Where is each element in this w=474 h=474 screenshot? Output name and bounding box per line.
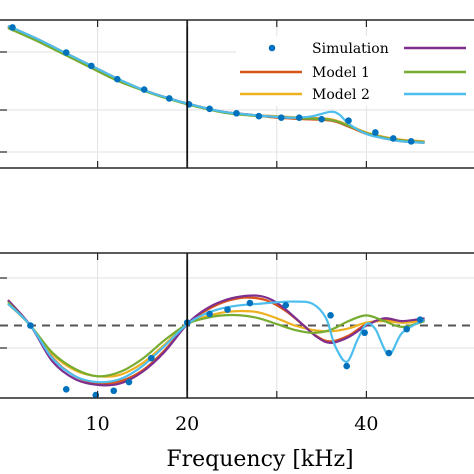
bot-series-line — [7, 294, 425, 387]
bottom-panel: 10 20 40 Frequency [kHz] — [0, 252, 474, 472]
bot-simulation-point — [343, 362, 350, 370]
x-tick-label: 10 — [86, 413, 110, 435]
bot-simulation-point — [403, 325, 411, 333]
top-simulation-point — [114, 75, 121, 83]
bottom-series — [0, 294, 474, 399]
x-tick-label: 20 — [175, 413, 199, 435]
x-axis-label: Frequency [kHz] — [166, 447, 353, 472]
legend-label: Model 1 — [312, 65, 370, 81]
legend-label: Simulation — [312, 41, 389, 57]
bot-series-line — [7, 301, 425, 378]
top-simulation-point — [255, 112, 263, 120]
legend: Simulation Model 1 Model 2 — [236, 36, 474, 106]
bottom-axes-frame — [0, 252, 474, 399]
bot-simulation-point — [27, 322, 34, 329]
bot-simulation-point — [282, 301, 290, 309]
bot-simulation-point — [224, 306, 231, 313]
top-simulation-point — [88, 62, 95, 70]
bot-series-line — [7, 300, 426, 384]
top-simulation-point — [62, 49, 70, 56]
top-simulation-point — [345, 117, 352, 124]
bot-simulation-point — [327, 312, 334, 319]
top-simulation-point — [165, 95, 173, 102]
top-simulation-point — [407, 138, 415, 145]
bot-simulation-point — [148, 354, 155, 362]
top-simulation-point — [277, 114, 285, 121]
top-simulation-point — [295, 114, 303, 121]
bot-simulation-point — [110, 387, 118, 395]
x-tick-label: 40 — [354, 413, 378, 435]
top-panel: Simulation Model 1 Model 2 — [0, 19, 474, 169]
top-simulation-point — [372, 129, 379, 136]
legend-label: Model 2 — [312, 87, 370, 103]
top-simulation-point — [318, 115, 325, 123]
top-simulation-point — [233, 109, 240, 117]
bot-simulation-point — [246, 299, 254, 307]
bot-simulation-point — [385, 349, 393, 357]
bot-simulation-point — [361, 329, 368, 337]
legend-marker-dot — [268, 44, 276, 52]
bot-simulation-point — [125, 378, 133, 386]
bot-simulation-point — [416, 316, 424, 324]
top-simulation-point — [389, 135, 397, 142]
x-tick-labels: 10 20 40 — [86, 413, 379, 435]
top-simulation-point — [140, 86, 148, 93]
top-axes-frame — [0, 19, 474, 169]
bot-simulation-point — [62, 386, 70, 393]
top-simulation-point — [9, 24, 16, 31]
top-series — [7, 24, 425, 145]
bot-simulation-point — [206, 310, 213, 318]
top-simulation-point — [206, 105, 213, 113]
